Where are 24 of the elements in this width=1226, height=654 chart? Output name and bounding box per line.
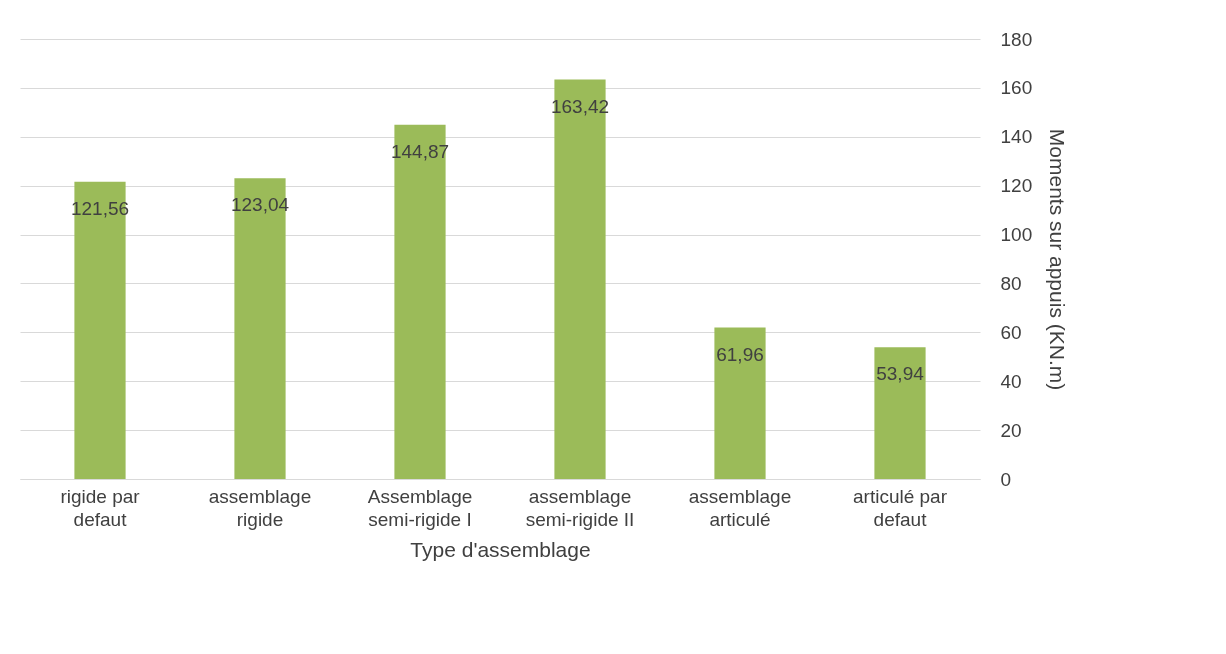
y-tick-label: 120 — [1000, 175, 1033, 197]
y-tick-label: 20 — [1000, 419, 1022, 441]
y-tick-label: 80 — [1000, 272, 1022, 294]
y-tick-label: 60 — [1000, 321, 1022, 343]
x-tick-label: articulé par defaut — [853, 485, 948, 530]
y-tick-label: 0 — [1000, 468, 1012, 490]
bar — [394, 124, 446, 479]
y-tick-label: 180 — [1000, 28, 1033, 50]
x-axis-title: Type d'assemblage — [410, 537, 591, 561]
x-tick-label: assemblage semi-rigide II — [525, 485, 635, 530]
x-tick-label: Assemblage semi-rigide I — [367, 485, 473, 530]
y-tick-label: 100 — [1000, 224, 1033, 246]
y-tick-label: 140 — [1000, 126, 1033, 148]
data-label: 61,96 — [716, 343, 764, 365]
bar — [714, 327, 766, 479]
bar — [554, 79, 606, 479]
data-label: 53,94 — [876, 363, 925, 385]
x-tick-label: rigide par defaut — [60, 485, 141, 530]
x-tick-label: assemblage articulé — [688, 485, 792, 530]
y-tick-label: 160 — [1000, 77, 1033, 99]
y-axis-title: Moments sur appuis (KN.m) — [1046, 128, 1070, 391]
y-tick-label: 40 — [1000, 370, 1022, 392]
x-tick-label: assemblage rigide — [208, 485, 312, 530]
bar — [874, 347, 926, 479]
